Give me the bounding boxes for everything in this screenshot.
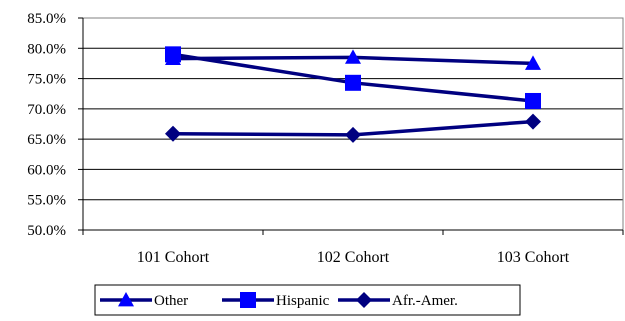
data-point [525, 113, 541, 130]
data-point [525, 92, 541, 109]
legend-entry: Hispanic [222, 292, 330, 309]
data-point [165, 46, 181, 63]
y-tick-label: 55.0% [27, 193, 66, 209]
data-point [345, 49, 361, 64]
legend-marker [240, 292, 256, 308]
legend-label: Afr.-Amer. [392, 293, 458, 309]
y-tick-label: 85.0% [27, 11, 66, 27]
data-point [165, 125, 181, 142]
y-tick-label: 70.0% [27, 102, 66, 118]
x-tick-label: 101 Cohort [137, 249, 210, 266]
y-tick-label: 65.0% [27, 132, 66, 148]
y-tick-label: 60.0% [27, 162, 66, 178]
legend: Other Hispanic Afr.-Amer. [94, 284, 521, 316]
series-afr-amer- [165, 113, 541, 143]
legend-label: Hispanic [276, 293, 330, 309]
data-point [525, 55, 541, 70]
x-tick-label: 102 Cohort [317, 249, 390, 266]
x-tick-label: 103 Cohort [497, 249, 570, 266]
legend-marker [118, 292, 134, 307]
series-lines [165, 46, 541, 143]
legend-entry: Other [100, 292, 188, 309]
data-point [345, 74, 361, 91]
y-axis: 50.0% 55.0% 60.0% 65.0% 70.0% 75.0% 80.0% 85.0% [27, 11, 84, 239]
legend-entry: Afr.-Amer. [338, 292, 458, 309]
data-point [345, 126, 361, 143]
series-other [165, 49, 541, 70]
y-tick-label: 50.0% [27, 223, 66, 239]
x-axis: 101 Cohort 102 Cohort 103 Cohort [82, 229, 624, 266]
legend-marker [356, 292, 372, 308]
series-hispanic [165, 46, 541, 109]
y-tick-label: 75.0% [27, 72, 66, 88]
y-tick-label: 80.0% [27, 41, 66, 57]
legend-label: Other [154, 293, 188, 309]
legend-box [94, 284, 521, 316]
